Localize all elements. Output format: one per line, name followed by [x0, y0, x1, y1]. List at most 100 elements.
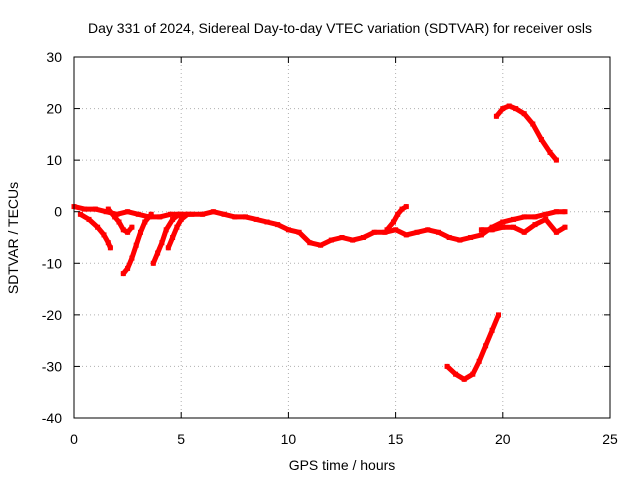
data-point — [275, 222, 281, 228]
data-point — [86, 216, 92, 222]
data-point — [92, 206, 98, 212]
data-point — [103, 209, 109, 215]
data-point — [530, 121, 536, 127]
y-tick-label: 0 — [54, 204, 62, 220]
grid-lines — [74, 57, 610, 418]
y-tick-label: -40 — [42, 410, 62, 426]
data-point — [82, 206, 88, 212]
data-point — [453, 371, 459, 377]
y-tick-label: -30 — [42, 358, 62, 374]
data-point — [120, 227, 126, 233]
data-point — [328, 237, 334, 243]
data-point — [470, 371, 476, 377]
data-point — [457, 237, 463, 243]
data-point — [148, 211, 154, 217]
x-tick-label: 10 — [281, 431, 297, 447]
x-tick-label: 5 — [177, 431, 185, 447]
data-point — [159, 240, 165, 246]
data-point — [221, 211, 227, 217]
data-point — [125, 209, 131, 215]
data-point — [562, 224, 568, 230]
x-tick-label: 0 — [70, 431, 78, 447]
data-point — [285, 227, 291, 233]
data-point — [489, 224, 495, 230]
axis-ticks: 0 5 10 15 20 25 -40 -30 -20 -10 0 10 20 30 — [42, 49, 618, 447]
data-point — [483, 343, 489, 349]
data-point — [129, 224, 135, 230]
y-tick-label: -10 — [42, 255, 62, 271]
data-series — [71, 103, 568, 382]
data-point — [414, 229, 420, 235]
data-point — [489, 227, 495, 233]
data-point — [393, 227, 399, 233]
plot-frame — [73, 56, 611, 419]
data-point — [532, 214, 538, 220]
data-point — [403, 232, 409, 238]
data-point — [133, 242, 139, 248]
data-point — [403, 204, 409, 210]
data-point — [105, 206, 111, 212]
data-point — [170, 216, 176, 222]
data-point — [178, 216, 184, 222]
data-point — [543, 216, 549, 222]
data-point — [384, 227, 390, 233]
data-point — [444, 363, 450, 369]
data-point — [129, 255, 135, 261]
data-point — [446, 235, 452, 240]
data-point — [543, 211, 549, 217]
data-point — [101, 232, 107, 238]
data-point — [521, 214, 527, 220]
data-point — [114, 211, 120, 217]
data-point — [547, 149, 553, 155]
data-point — [165, 245, 171, 251]
data-point — [318, 242, 324, 248]
data-point — [395, 211, 401, 217]
data-point — [399, 206, 405, 212]
data-point — [120, 271, 126, 277]
data-point — [232, 214, 238, 220]
data-point — [135, 211, 141, 217]
data-point — [176, 211, 182, 217]
data-point — [500, 106, 506, 112]
data-point — [105, 240, 111, 246]
y-tick-label: -20 — [42, 307, 62, 323]
data-point — [521, 229, 527, 235]
data-point — [107, 245, 113, 251]
data-point — [350, 237, 356, 243]
data-point — [461, 376, 467, 382]
data-point — [210, 209, 216, 215]
chart-title: Day 331 of 2024, Sidereal Day-to-day VTE… — [88, 20, 592, 36]
y-axis-label: SDTVAR / TECUs — [5, 182, 21, 294]
data-point — [513, 106, 519, 112]
data-point — [138, 229, 143, 235]
y-tick-label: 20 — [46, 101, 62, 117]
data-point — [506, 103, 512, 109]
data-point — [511, 224, 516, 230]
y-tick-label: 30 — [46, 49, 62, 65]
data-point — [476, 358, 482, 364]
data-point — [425, 227, 431, 233]
x-axis-label: GPS time / hours — [289, 457, 396, 473]
data-point — [168, 211, 173, 217]
data-point — [142, 219, 148, 225]
data-point — [150, 260, 156, 266]
data-point — [125, 229, 131, 235]
data-point — [125, 265, 131, 271]
data-point — [264, 219, 270, 225]
data-point — [307, 240, 313, 246]
data-point — [155, 250, 161, 256]
data-point — [500, 224, 506, 230]
data-point — [478, 227, 484, 233]
data-point — [243, 214, 248, 220]
data-point — [521, 111, 527, 117]
y-tick-label: 10 — [46, 152, 62, 168]
data-point — [562, 209, 568, 215]
data-point — [174, 224, 180, 230]
data-point — [339, 235, 345, 240]
data-point — [553, 209, 559, 215]
data-point — [532, 222, 538, 228]
data-point — [371, 229, 377, 235]
data-point — [360, 235, 366, 240]
